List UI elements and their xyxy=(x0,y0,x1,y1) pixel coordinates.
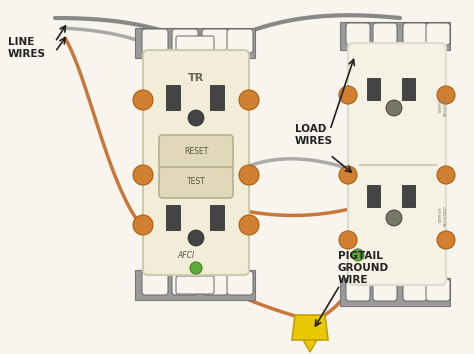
Circle shape xyxy=(188,110,204,126)
FancyBboxPatch shape xyxy=(346,23,370,45)
Polygon shape xyxy=(135,270,255,300)
FancyBboxPatch shape xyxy=(402,78,415,100)
FancyBboxPatch shape xyxy=(426,279,450,301)
FancyBboxPatch shape xyxy=(202,271,228,295)
Text: LOAD
WIRES: LOAD WIRES xyxy=(295,124,333,146)
Polygon shape xyxy=(303,340,317,352)
FancyBboxPatch shape xyxy=(172,29,198,53)
FancyBboxPatch shape xyxy=(176,276,214,294)
Text: TAMPER
RESISTANT: TAMPER RESISTANT xyxy=(439,204,447,225)
FancyBboxPatch shape xyxy=(403,23,427,45)
FancyBboxPatch shape xyxy=(346,279,370,301)
FancyBboxPatch shape xyxy=(142,271,168,295)
FancyBboxPatch shape xyxy=(227,29,253,53)
FancyBboxPatch shape xyxy=(210,205,224,230)
Circle shape xyxy=(437,86,455,104)
Polygon shape xyxy=(340,278,450,306)
Circle shape xyxy=(437,166,455,184)
Text: TAMPER
RESISTANT: TAMPER RESISTANT xyxy=(439,95,447,116)
Circle shape xyxy=(386,100,402,116)
FancyBboxPatch shape xyxy=(202,29,228,53)
FancyBboxPatch shape xyxy=(426,23,450,45)
FancyBboxPatch shape xyxy=(367,185,380,207)
Circle shape xyxy=(239,165,259,185)
Circle shape xyxy=(386,210,402,226)
Circle shape xyxy=(437,231,455,249)
Circle shape xyxy=(352,249,364,261)
FancyBboxPatch shape xyxy=(166,85,180,110)
Circle shape xyxy=(239,215,259,235)
FancyBboxPatch shape xyxy=(227,271,253,295)
FancyBboxPatch shape xyxy=(403,279,427,301)
FancyBboxPatch shape xyxy=(176,36,214,54)
Text: AFCI: AFCI xyxy=(177,251,195,261)
FancyBboxPatch shape xyxy=(159,167,233,198)
Circle shape xyxy=(133,90,153,110)
Circle shape xyxy=(133,165,153,185)
Circle shape xyxy=(339,231,357,249)
Text: PIGTAIL
GROUND
WIRE: PIGTAIL GROUND WIRE xyxy=(338,251,389,285)
Circle shape xyxy=(339,166,357,184)
Polygon shape xyxy=(135,28,255,58)
FancyBboxPatch shape xyxy=(367,78,380,100)
Circle shape xyxy=(133,215,153,235)
Text: LINE
WIRES: LINE WIRES xyxy=(8,37,46,59)
FancyBboxPatch shape xyxy=(159,135,233,169)
Circle shape xyxy=(190,262,202,274)
FancyBboxPatch shape xyxy=(143,50,249,275)
FancyBboxPatch shape xyxy=(373,23,397,45)
FancyBboxPatch shape xyxy=(172,271,198,295)
FancyBboxPatch shape xyxy=(373,279,397,301)
FancyBboxPatch shape xyxy=(142,29,168,53)
FancyBboxPatch shape xyxy=(210,85,224,110)
Text: RESET: RESET xyxy=(184,148,208,156)
Circle shape xyxy=(339,86,357,104)
Text: TEST: TEST xyxy=(187,177,205,187)
FancyBboxPatch shape xyxy=(402,185,415,207)
Polygon shape xyxy=(292,315,328,340)
Circle shape xyxy=(188,230,204,246)
Circle shape xyxy=(239,90,259,110)
Polygon shape xyxy=(340,22,450,50)
Text: TR: TR xyxy=(188,73,204,83)
FancyBboxPatch shape xyxy=(166,205,180,230)
FancyBboxPatch shape xyxy=(348,43,446,285)
